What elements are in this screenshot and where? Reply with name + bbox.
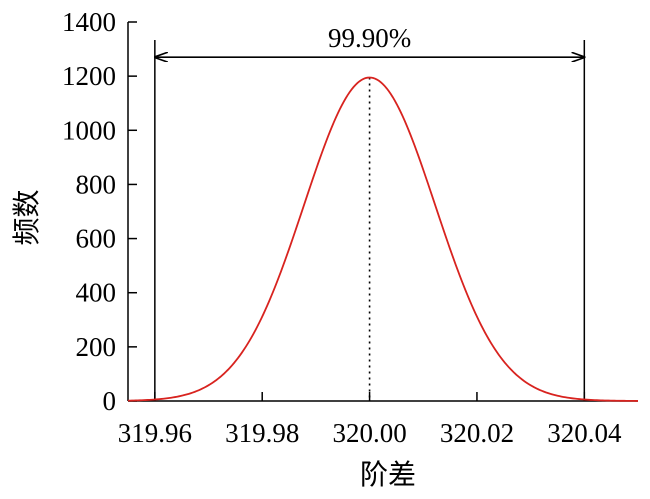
y-tick-label: 800 — [76, 169, 117, 199]
y-tick-label: 200 — [76, 332, 117, 362]
y-tick-label: 0 — [103, 386, 117, 416]
x-tick-label: 320.04 — [547, 418, 622, 448]
x-axis-title: 阶差 — [360, 458, 416, 491]
x-tick-label: 319.96 — [118, 418, 192, 448]
y-tick-label: 1000 — [62, 115, 116, 145]
coverage-percent-label: 99.90% — [328, 23, 411, 53]
x-tick-label: 319.98 — [225, 418, 299, 448]
x-tick-label: 320.02 — [440, 418, 514, 448]
x-tick-label: 320.00 — [332, 418, 406, 448]
normal-distribution-curve — [127, 76, 639, 402]
y-tick-label: 1400 — [62, 7, 116, 37]
y-tick-label: 600 — [76, 224, 117, 254]
x-axis-ticks: 319.96 319.98 320.00 320.02 320.04 — [118, 392, 622, 448]
y-tick-label: 1200 — [62, 61, 116, 91]
y-axis-ticks: 0 200 400 600 800 1000 1200 1400 — [62, 7, 137, 416]
y-tick-label: 400 — [76, 278, 117, 308]
y-axis-title: 频数 — [10, 189, 43, 245]
